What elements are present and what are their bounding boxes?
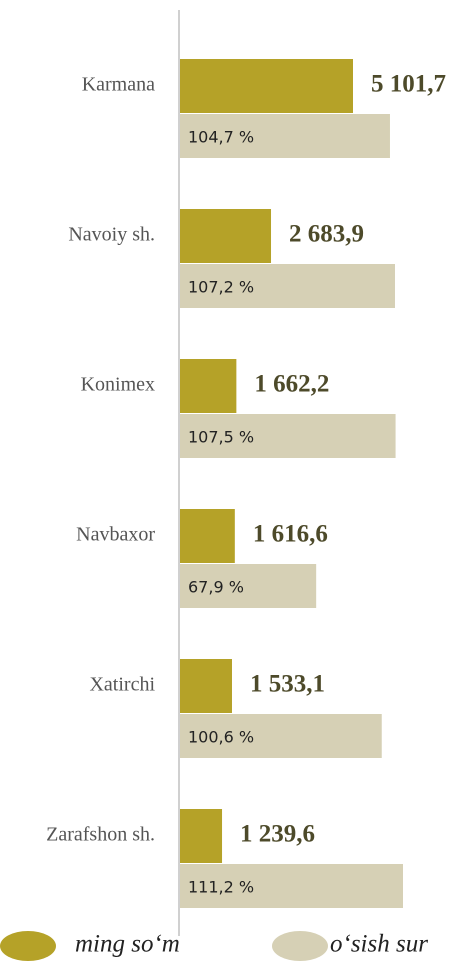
value-label: 107,2 % (188, 278, 254, 297)
value-label: 1 662,2 (254, 371, 329, 398)
bar (180, 359, 237, 413)
value-label: 2 683,9 (289, 221, 364, 248)
bar (180, 564, 317, 608)
bar (180, 209, 272, 263)
bar (180, 59, 353, 113)
value-label: 107,5 % (188, 428, 254, 447)
bar (180, 509, 235, 563)
value-label: 5 101,7 (371, 71, 446, 98)
category-label: Karmana (82, 74, 155, 96)
bar (180, 864, 403, 908)
value-label: 1 533,1 (250, 671, 325, 698)
bar (180, 114, 390, 158)
legend-label: o‘sish sur (330, 931, 428, 958)
value-label: 104,7 % (188, 128, 254, 147)
category-label: Konimex (81, 374, 155, 396)
category-label: Navbaxor (76, 524, 155, 546)
value-label: 100,6 % (188, 728, 254, 747)
bar (180, 659, 232, 713)
value-label: 111,2 % (188, 878, 254, 897)
value-label: 1 239,6 (240, 821, 315, 848)
bar (180, 809, 223, 863)
legend-label: ming so‘m (75, 931, 180, 958)
category-label: Xatirchi (89, 674, 155, 696)
legend-swatch (0, 931, 56, 961)
value-label: 67,9 % (188, 578, 244, 597)
bar (180, 714, 382, 758)
category-label: Navoiy sh. (68, 224, 155, 246)
bar (180, 264, 395, 308)
value-label: 1 616,6 (253, 521, 328, 548)
category-label: Zarafshon sh. (46, 824, 155, 846)
legend-swatch (272, 931, 328, 961)
bar (180, 414, 396, 458)
